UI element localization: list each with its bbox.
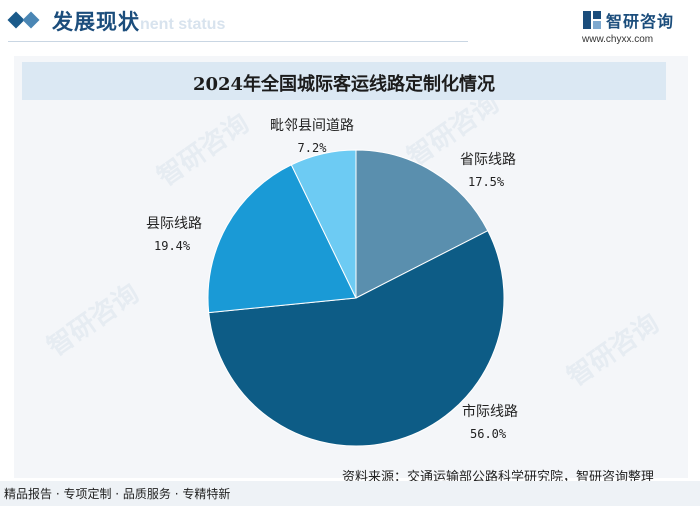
section-subtitle: nent status — [140, 16, 226, 33]
header: nent status 发展现状 智研咨询 www.chyxx.com — [0, 0, 700, 48]
footer-text: 精品报告 · 专项定制 · 品质服务 · 专精特新 — [4, 487, 231, 501]
chart-title: 2024年全国城际客运线路定制化情况 — [192, 74, 496, 95]
brand: 智研咨询 www.chyxx.com — [582, 8, 686, 45]
slice-label-value: 19.4% — [154, 239, 191, 253]
chart-title-bar: 2024年全国城际客运线路定制化情况 — [22, 62, 666, 100]
pie-slice — [355, 149, 489, 299]
slice-label-value: 7.2% — [298, 141, 328, 155]
footer-bar: 精品报告 · 专项定制 · 品质服务 · 专精特新 — [0, 481, 700, 506]
header-divider — [8, 41, 468, 42]
slice-label-name: 市际线路 — [462, 403, 518, 420]
slice-label-name: 毗邻县间道路 — [270, 118, 354, 134]
pie-slice — [207, 164, 357, 314]
pie-slice — [290, 149, 357, 299]
pie-slice — [208, 229, 505, 447]
brand-logo-icon — [583, 11, 601, 29]
slice-label-value: 56.0% — [470, 427, 507, 441]
slice-label-value: 17.5% — [468, 175, 505, 189]
slice-label-name: 省际线路 — [460, 152, 516, 168]
slice-label-name: 县际线路 — [146, 216, 202, 232]
brand-name: 智研咨询 — [606, 12, 675, 31]
section-title: 发展现状 — [52, 10, 140, 34]
brand-url: www.chyxx.com — [582, 34, 654, 45]
